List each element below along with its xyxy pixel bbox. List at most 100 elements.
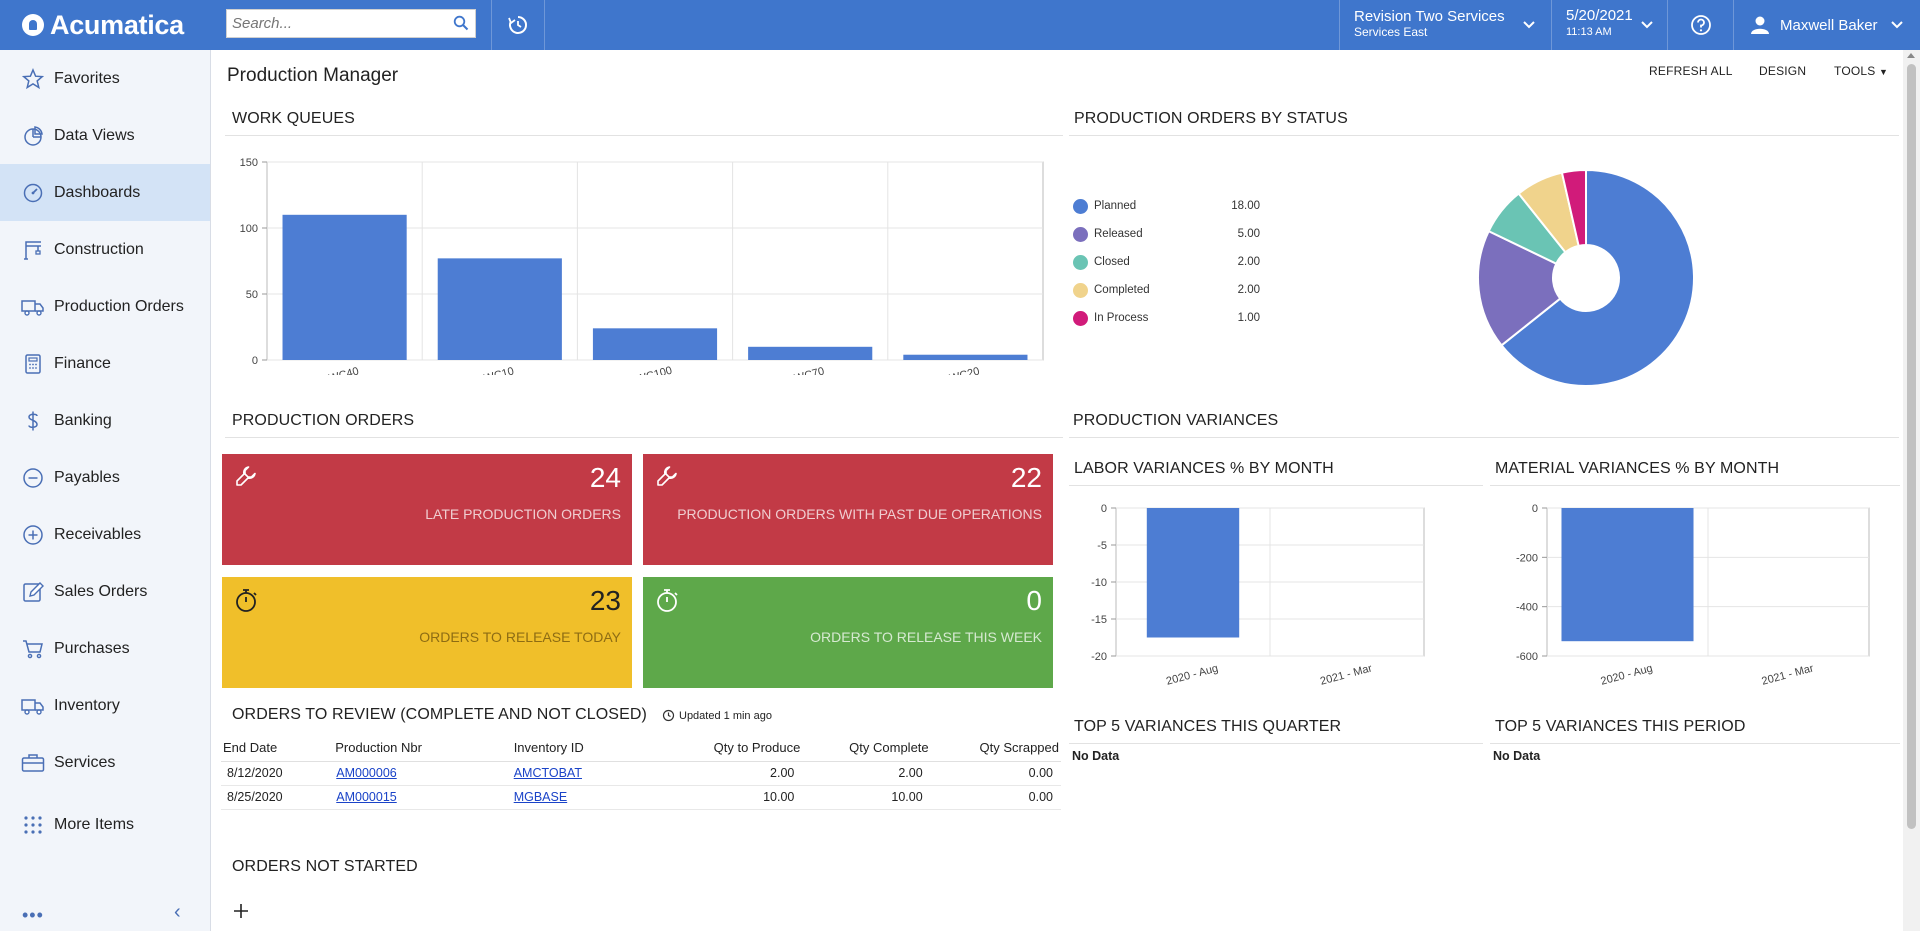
sidebar-item-finance[interactable]: Finance [0, 335, 210, 392]
more-options-icon[interactable]: ••• [22, 905, 44, 925]
legend-swatch [1073, 226, 1088, 242]
x-tick-label: WC40 [328, 365, 361, 375]
table-row[interactable]: 8/25/2020 AM000015 MGBASE 10.00 10.00 0.… [221, 785, 1061, 810]
qty-complete-cell: 2.00 [802, 761, 931, 786]
column-header-end-date[interactable]: End Date [221, 735, 334, 762]
vertical-scrollbar[interactable] [1903, 50, 1920, 931]
sidebar-item-construction[interactable]: Construction [0, 221, 210, 278]
sidebar-item-label: Purchases [54, 639, 130, 657]
column-header-inventory-id[interactable]: Inventory ID [511, 735, 663, 762]
y-tick-label: -600 [1516, 651, 1538, 663]
inventory-id-link[interactable]: AMCTOBAT [513, 766, 582, 780]
sidebar-item-favorites[interactable]: Favorites [0, 50, 210, 107]
help-button[interactable] [1668, 0, 1734, 50]
legend-value: 5.00 [1237, 228, 1260, 240]
sidebar-item-purchases[interactable]: Purchases [0, 620, 210, 677]
business-date-selector[interactable]: 5/20/2021 11:13 AM [1552, 0, 1668, 50]
bar [282, 214, 407, 360]
column-header-qty-to-produce[interactable]: Qty to Produce [662, 735, 803, 762]
work-queues-chart[interactable]: 0 50 100 150 WC40 WC10 WC100 WC70 WC20 [225, 145, 1065, 375]
scrollbar-thumb[interactable] [1907, 64, 1916, 829]
qty-scrapped-cell: 0.00 [930, 785, 1061, 810]
table-row[interactable]: 8/12/2020 AM000006 AMCTOBAT 2.00 2.00 0.… [221, 761, 1061, 786]
material-variances-chart[interactable]: 0 -200 -400 -600 2020 - Aug 2021 - Mar [1490, 493, 1900, 743]
design-button[interactable]: DESIGN [1759, 64, 1807, 78]
late-orders-tile[interactable]: 24 LATE PRODUCTION ORDERS [222, 454, 632, 565]
orders-by-status-chart[interactable] [1461, 153, 1711, 403]
sidebar-item-dashboards[interactable]: Dashboards [0, 164, 210, 221]
sidebar-item-label: Finance [54, 354, 111, 372]
collapse-sidebar-icon[interactable]: ‹ [174, 901, 181, 923]
y-tick-label: -5 [1097, 540, 1107, 552]
updated-text: Updated 1 min ago [679, 709, 772, 722]
sidebar-item-label: Data Views [54, 126, 135, 144]
chevron-down-icon [1641, 21, 1653, 29]
sidebar-item-banking[interactable]: Banking [0, 392, 210, 449]
search-input[interactable] [227, 10, 442, 37]
sidebar-item-receivables[interactable]: Receivables [0, 506, 210, 563]
tools-menu-button[interactable]: TOOLS ▼ [1834, 64, 1888, 78]
y-tick-label: 100 [240, 223, 258, 235]
pie-slice [1477, 229, 1562, 347]
production-nbr-link[interactable]: AM000015 [336, 790, 397, 804]
add-widget-button[interactable] [232, 902, 252, 922]
sidebar-item-data-views[interactable]: Data Views [0, 107, 210, 164]
divider [491, 0, 492, 50]
pie-icon [20, 123, 46, 149]
legend-item[interactable]: Planned 18.00 [1073, 196, 1273, 216]
stopwatch-icon [657, 589, 678, 612]
user-menu[interactable]: Maxwell Baker [1734, 0, 1920, 50]
sidebar-item-label: Production Orders [54, 297, 184, 315]
sidebar-item-production-orders[interactable]: Production Orders [0, 278, 210, 335]
legend-item[interactable]: In Process 1.00 [1073, 308, 1273, 328]
x-tick-label: 2020 - Aug [1599, 662, 1654, 687]
column-header-production-nbr[interactable]: Production Nbr [333, 735, 512, 762]
refresh-all-button[interactable]: REFRESH ALL [1649, 64, 1733, 78]
column-header-qty-complete[interactable]: Qty Complete [802, 735, 931, 762]
scroll-up-arrow-icon[interactable] [1907, 53, 1915, 58]
legend-item[interactable]: Closed 2.00 [1073, 252, 1273, 272]
bar [437, 258, 562, 360]
sidebar-item-inventory[interactable]: Inventory [0, 677, 210, 734]
star-icon [20, 66, 46, 92]
acumatica-logo[interactable]: Acumatica [0, 0, 211, 50]
inventory-id-link[interactable]: MGBASE [513, 790, 568, 804]
sidebar-item-label: Dashboards [54, 183, 141, 201]
branch-name: Revision Two Services [1354, 8, 1505, 25]
truck-icon [20, 693, 46, 719]
divider [1069, 485, 1483, 486]
sidebar-item-payables[interactable]: Payables [0, 449, 210, 506]
top5-quarter-title: TOP 5 VARIANCES THIS QUARTER [1074, 718, 1342, 735]
divider [1733, 0, 1734, 50]
y-tick-label: 0 [252, 355, 258, 367]
y-tick-label: -10 [1091, 577, 1107, 589]
legend-item[interactable]: Completed 2.00 [1073, 280, 1273, 300]
sidebar-item-label: Favorites [54, 69, 120, 87]
branch-selector[interactable]: Revision Two Services Services East [1340, 0, 1550, 50]
sidebar-item-more-items[interactable]: More Items [0, 796, 210, 853]
legend-item[interactable]: Released 5.00 [1073, 224, 1273, 244]
labor-variances-chart[interactable]: 0 -5 -10 -15 -20 2020 - Aug 2021 - Mar [1069, 493, 1483, 743]
past-due-operations-tile[interactable]: 22 PRODUCTION ORDERS WITH PAST DUE OPERA… [643, 454, 1053, 565]
x-tick-label: WC100 [635, 365, 674, 375]
release-this-week-tile[interactable]: 0 ORDERS TO RELEASE THIS WEEK [643, 577, 1053, 688]
sidebar-item-label: Banking [54, 411, 112, 429]
production-orders-title: PRODUCTION ORDERS [232, 412, 415, 429]
sidebar-item-services[interactable]: Services [0, 734, 210, 791]
legend-label: Released [1094, 228, 1143, 240]
release-today-tile[interactable]: 23 ORDERS TO RELEASE TODAY [222, 577, 632, 688]
sidebar-item-sales-orders[interactable]: Sales Orders [0, 563, 210, 620]
divider [225, 437, 1063, 438]
search-icon[interactable] [453, 15, 469, 36]
chevron-down-icon [1890, 21, 1903, 29]
column-header-qty-scrapped[interactable]: Qty Scrapped [930, 735, 1061, 762]
recent-history-button[interactable] [492, 0, 544, 50]
bar [748, 346, 873, 360]
minus-circle-icon [20, 465, 46, 491]
tile-value: 0 [1026, 585, 1042, 616]
search-box[interactable] [226, 9, 476, 38]
production-nbr-link[interactable]: AM000006 [336, 766, 397, 780]
tile-label: LATE PRODUCTION ORDERS [425, 506, 621, 522]
qty-to-produce-cell: 10.00 [662, 785, 803, 810]
legend-value: 18.00 [1231, 200, 1260, 212]
